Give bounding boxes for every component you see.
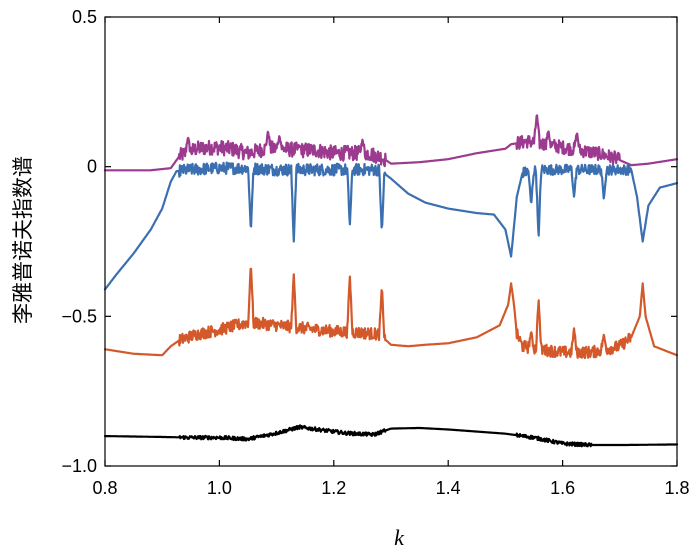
axis-ticks <box>104 16 678 467</box>
series-line-1 <box>103 114 679 172</box>
y-tick-label: 0 <box>87 157 97 177</box>
x-tick-label: 1.4 <box>436 478 461 498</box>
x-tick-label: 1.2 <box>321 478 346 498</box>
series-line-2 <box>103 161 679 291</box>
tick-labels: 0.8 1.0 1.2 1.4 1.6 1.8 0.5 0 −0.5 −1.0 <box>61 7 689 498</box>
x-axis-title: k <box>394 525 405 550</box>
plot-series <box>103 114 679 448</box>
x-tick-label: 0.8 <box>92 478 117 498</box>
x-tick-label: 1.6 <box>550 478 575 498</box>
x-tick-label: 1.0 <box>207 478 232 498</box>
y-axis-title: 李雅普诺夫指数谱 <box>11 156 35 324</box>
plot-frame <box>104 16 678 467</box>
y-tick-label: 0.5 <box>72 7 97 27</box>
x-tick-label: 1.8 <box>664 478 689 498</box>
y-tick-label: −0.5 <box>61 306 97 326</box>
y-tick-label: −1.0 <box>61 456 97 476</box>
series-line-4 <box>103 424 679 448</box>
series-line-3 <box>103 267 679 360</box>
